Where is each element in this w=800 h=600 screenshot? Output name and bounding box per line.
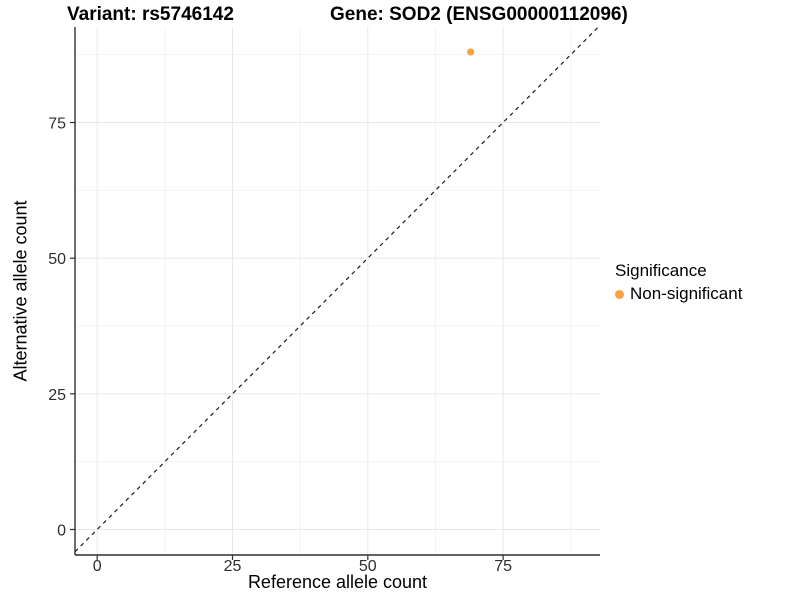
y-tick-label: 50: [48, 251, 66, 268]
y-tick-label: 75: [48, 116, 66, 133]
legend-item-label: Non-significant: [630, 284, 743, 303]
y-tick-label: 25: [48, 387, 66, 404]
legend-title: Significance: [615, 261, 707, 280]
x-tick-label: 0: [93, 558, 102, 575]
y-tick-label: 0: [57, 522, 66, 539]
legend-item: Non-significant: [615, 284, 742, 304]
y-axis-title: Alternative allele count: [10, 200, 31, 382]
x-tick-label: 25: [224, 558, 242, 575]
identity-line: [74, 26, 599, 553]
x-axis-title: Reference allele count: [247, 572, 428, 592]
plot-title-gene: Gene: SOD2 (ENSG00000112096): [330, 4, 628, 25]
plot-title-variant: Variant: rs5746142: [67, 4, 234, 25]
legend: Significance Non-significant: [615, 261, 742, 304]
x-tick-label: 75: [494, 558, 512, 575]
data-point: [467, 48, 475, 56]
legend-point-icon: [615, 289, 624, 299]
x-tick-label: 50: [359, 558, 377, 575]
